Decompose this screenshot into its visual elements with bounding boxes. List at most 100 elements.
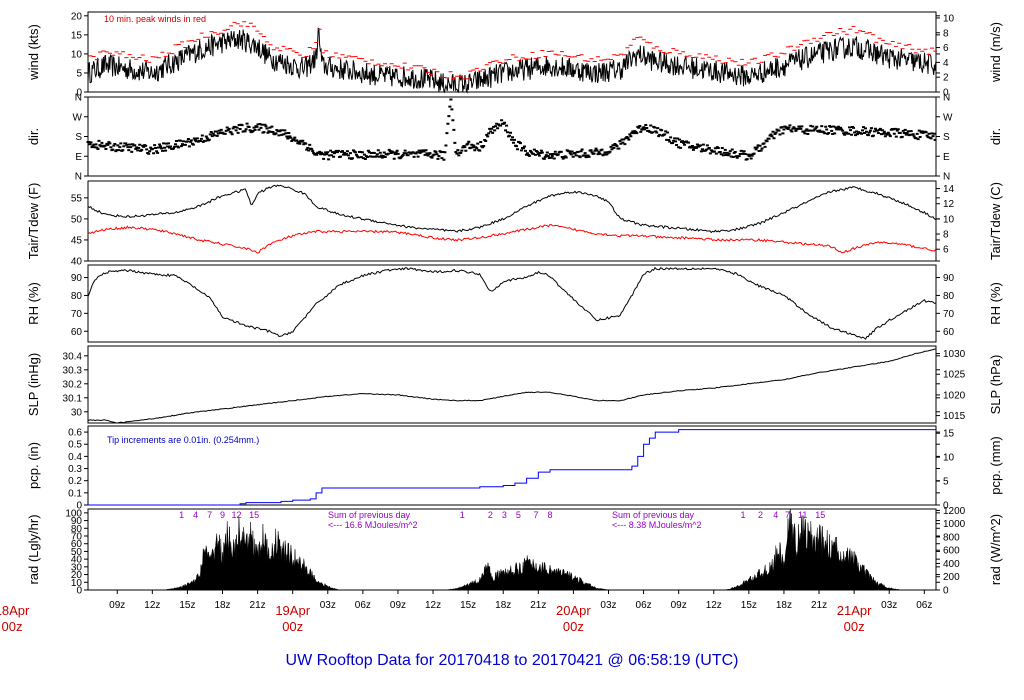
rad-hour-marker: 7 bbox=[207, 510, 212, 520]
rad-hour-marker: 7 bbox=[533, 510, 538, 520]
x-tick-label: 18z bbox=[495, 600, 511, 611]
temp-series-tdew bbox=[87, 224, 937, 254]
rad-ytick-label: 50 bbox=[71, 547, 83, 558]
x-tick-label: 06z bbox=[355, 600, 371, 611]
pcp-ytick-label: 0.4 bbox=[68, 452, 82, 463]
temp-ytick-label: 55 bbox=[71, 193, 83, 204]
pcp-ylabel: pcp. (in) bbox=[26, 442, 41, 489]
x-tick-label: 06z bbox=[916, 600, 932, 611]
rad-hour-marker: 15 bbox=[815, 510, 825, 520]
rad-ytick-label: 0 bbox=[76, 586, 82, 597]
rad-ytick-label: 10 bbox=[71, 578, 83, 589]
slp-ylabel: SLP (inHg) bbox=[26, 353, 41, 416]
rh-frame bbox=[87, 264, 937, 343]
dir-ytick-label-right: N bbox=[943, 172, 950, 183]
rad-hour-marker: 7 bbox=[785, 510, 790, 520]
rad-ytick-label-right: 400 bbox=[943, 559, 960, 570]
x-tick-label: 09z bbox=[671, 600, 687, 611]
rad-ylabel: rad (Lgly/hr) bbox=[26, 514, 41, 584]
x-tick-label: 15z bbox=[741, 600, 757, 611]
rad-annotation: <--- 16.6 MJoules/m^2 bbox=[328, 520, 418, 530]
pcp-ytick-label: 0.2 bbox=[68, 476, 82, 487]
wind-ytick-label-right: 8 bbox=[943, 28, 949, 39]
pcp-ytick-label: 0 bbox=[76, 501, 82, 512]
temp-frame bbox=[87, 180, 937, 262]
day-label: 00z bbox=[844, 619, 865, 634]
rad-hour-marker: 1 bbox=[179, 510, 184, 520]
pcp-ytick-label: 0.1 bbox=[68, 488, 82, 499]
temp-ytick-label: 40 bbox=[71, 257, 83, 268]
dir-series-wind-direction bbox=[86, 98, 937, 161]
rad-hour-marker: 1 bbox=[460, 510, 465, 520]
rad-hour-marker: 12 bbox=[232, 510, 242, 520]
rad-ytick-label-right: 0 bbox=[943, 586, 949, 597]
wind-ytick-label-right: 2 bbox=[943, 73, 949, 84]
pcp-ytick-label-right: 0 bbox=[943, 501, 949, 512]
pcp-ytick-label-right: 5 bbox=[943, 477, 949, 488]
rad-annotation: Sum of previous day bbox=[328, 510, 411, 520]
x-tick-label: 21z bbox=[250, 600, 266, 611]
slp-ytick-label-right: 1025 bbox=[943, 370, 966, 381]
wind-ylabel-right: wind (m/s) bbox=[988, 22, 1003, 83]
day-label: 19Apr bbox=[275, 603, 310, 618]
wind-ytick-label: 5 bbox=[76, 68, 82, 79]
x-tick-label: 03z bbox=[881, 600, 897, 611]
rh-ytick-label: 70 bbox=[71, 309, 83, 320]
x-tick-label: 12z bbox=[425, 600, 441, 611]
x-tick-label: 12z bbox=[706, 600, 722, 611]
pcp-ytick-label: 0.6 bbox=[68, 428, 82, 439]
dir-ytick-label-right: W bbox=[943, 112, 953, 123]
temp-ytick-label-right: 12 bbox=[943, 199, 955, 210]
day-label: 00z bbox=[563, 619, 584, 634]
rad-hour-marker: 1 bbox=[740, 510, 745, 520]
rad-hour-marker: 8 bbox=[548, 510, 553, 520]
rad-annotation: Sum of previous day bbox=[612, 510, 695, 520]
rad-ytick-label-right: 600 bbox=[943, 546, 960, 557]
dir-ytick-label: S bbox=[75, 132, 82, 143]
rad-hour-marker: 4 bbox=[193, 510, 198, 520]
wind-ytick-label: 20 bbox=[71, 11, 83, 22]
rh-ylabel: RH (%) bbox=[26, 282, 41, 325]
temp-ytick-label-right: 8 bbox=[943, 230, 949, 241]
slp-frame bbox=[87, 345, 937, 424]
slp-ytick-label-right: 1015 bbox=[943, 411, 966, 422]
wind-series-wind-speed bbox=[87, 27, 937, 94]
temp-ytick-label-right: 10 bbox=[943, 214, 955, 225]
rh-ytick-label: 80 bbox=[71, 291, 83, 302]
rad-ylabel-right: rad (W/m^2) bbox=[988, 514, 1003, 585]
wind-frame bbox=[87, 11, 937, 93]
slp-ytick-label: 30.1 bbox=[63, 393, 83, 404]
rad-series-solar-radiation bbox=[88, 508, 936, 591]
x-tick-label: 09z bbox=[390, 600, 406, 611]
rad-ytick-label: 40 bbox=[71, 555, 83, 566]
rad-annotation: <--- 8.38 MJoules/m^2 bbox=[612, 520, 702, 530]
x-tick-label: 09z bbox=[109, 600, 125, 611]
chart-title: UW Rooftop Data for 20170418 to 20170421… bbox=[286, 652, 739, 669]
pcp-ytick-label-right: 10 bbox=[943, 453, 955, 464]
pcp-ytick-label: 0.5 bbox=[68, 440, 82, 451]
rad-ytick-label-right: 200 bbox=[943, 572, 960, 583]
temp-ytick-label-right: 14 bbox=[943, 184, 955, 195]
rad-ytick-label-right: 800 bbox=[943, 532, 960, 543]
rad-ytick-label: 90 bbox=[71, 516, 83, 527]
rad-ytick-label: 30 bbox=[71, 562, 83, 573]
rh-ytick-label-right: 70 bbox=[943, 309, 955, 320]
slp-ytick-label-right: 1020 bbox=[943, 390, 966, 401]
slp-ytick-label: 30.2 bbox=[63, 379, 83, 390]
rad-ytick-label-right: 1200 bbox=[943, 506, 966, 517]
rad-ytick-label: 20 bbox=[71, 570, 83, 581]
wind-ytick-label-right: 6 bbox=[943, 43, 949, 54]
x-tick-label: 06z bbox=[636, 600, 652, 611]
day-label: 21Apr bbox=[837, 603, 872, 618]
dir-ytick-label: N bbox=[75, 93, 82, 104]
slp-series-slp bbox=[87, 348, 936, 424]
pcp-ytick-label: 0.3 bbox=[68, 464, 82, 475]
pcp-annotation: Tip increments are 0.01in. (0.254mm.) bbox=[107, 435, 259, 445]
dir-ylabel-right: dir. bbox=[988, 128, 1003, 145]
x-tick-label: 15z bbox=[179, 600, 195, 611]
x-tick-label: 18z bbox=[214, 600, 230, 611]
dir-ytick-label-right: S bbox=[943, 132, 950, 143]
dir-ytick-label: N bbox=[75, 172, 82, 183]
wind-series-10-min-peak bbox=[88, 21, 938, 80]
